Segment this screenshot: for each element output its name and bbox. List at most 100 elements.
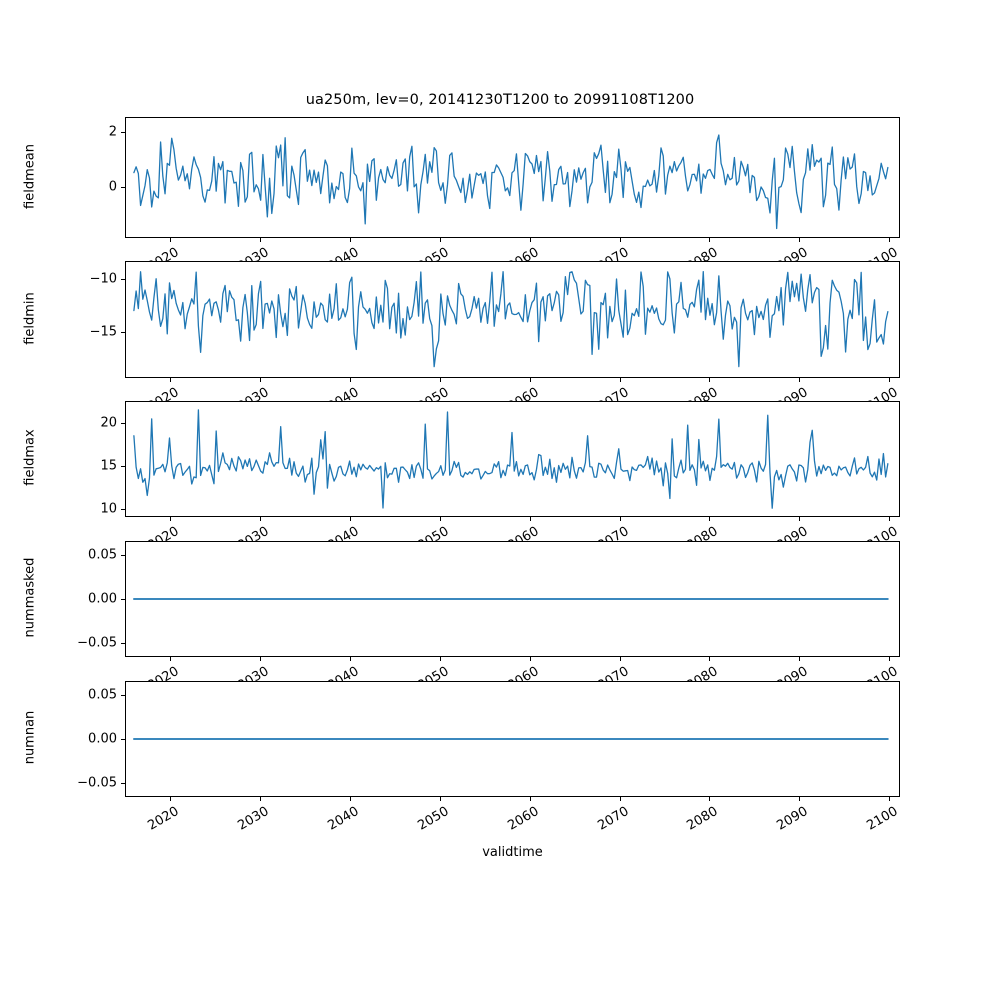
axes-frame — [125, 117, 900, 238]
x-tick-mark — [619, 238, 621, 242]
x-tick-mark — [259, 378, 261, 382]
x-tick-mark — [259, 657, 261, 661]
x-tick-mark — [889, 238, 891, 242]
y-tick-mark — [121, 739, 125, 740]
y-tick-label: 0 — [108, 179, 117, 195]
x-tick-mark — [170, 657, 171, 661]
x-tick-mark — [619, 797, 621, 801]
plot-panel-fieldmin: −10 −15 fieldmin 2020 2030 2040 2050 2060 2070 20… — [23, 261, 901, 415]
x-tick-label: 2040 — [325, 804, 362, 834]
x-tick-mark — [349, 657, 351, 661]
y-tick-mark — [121, 423, 125, 425]
data-line — [134, 272, 888, 367]
x-tick-mark — [709, 657, 711, 661]
x-tick-mark — [619, 378, 621, 382]
x-tick-mark — [349, 517, 351, 521]
x-tick-mark — [349, 378, 351, 382]
y-tick-mark — [121, 466, 125, 468]
x-tick-mark — [799, 238, 801, 242]
x-tick-label: 2070 — [594, 804, 631, 834]
x-tick-mark — [799, 517, 801, 521]
data-line — [134, 410, 888, 508]
x-tick-mark — [799, 657, 801, 661]
x-tick-mark — [529, 378, 531, 382]
y-tick-label: 0.05 — [88, 547, 117, 563]
x-tick-mark — [259, 797, 261, 801]
x-tick-label: 2080 — [684, 804, 721, 834]
x-axis-label: validtime — [482, 845, 543, 860]
y-tick-mark — [121, 599, 125, 600]
y-tick-mark — [121, 695, 125, 697]
x-tick-mark — [439, 657, 441, 661]
y-tick-mark — [121, 132, 125, 134]
x-tick-mark — [170, 797, 171, 801]
x-tick-mark — [529, 657, 531, 661]
y-tick-mark — [121, 187, 125, 189]
y-tick-label: 10 — [100, 501, 117, 517]
y-tick-mark — [121, 642, 125, 644]
plot-panel-numnan: 0.05 0.00 −0.05 numnan 2020 2030 2040 2050 2060 2… — [23, 681, 901, 834]
series-nummasked — [125, 541, 900, 657]
y-axis-label-fieldmin: fieldmin — [22, 291, 38, 345]
x-tick-label: 2030 — [235, 804, 272, 834]
y-tick-label: −0.05 — [77, 775, 117, 791]
x-tick-mark — [170, 378, 171, 382]
y-axis-label-nummasked: nummasked — [22, 557, 38, 638]
x-tick-mark — [709, 797, 711, 801]
x-tick-mark — [349, 238, 351, 242]
x-tick-mark — [889, 797, 891, 801]
x-tick-mark — [889, 517, 891, 521]
x-tick-mark — [709, 517, 711, 521]
y-tick-mark — [121, 331, 125, 333]
x-tick-mark — [529, 517, 531, 521]
y-tick-label: 0.05 — [88, 687, 117, 703]
y-tick-label: 2 — [108, 124, 117, 140]
series-fieldmean — [125, 117, 900, 238]
y-axis-label-fieldmean: fieldmean — [22, 143, 38, 209]
x-tick-label: 2020 — [145, 804, 182, 834]
y-tick-mark — [121, 782, 125, 784]
x-tick-mark — [349, 797, 351, 801]
x-tick-mark — [709, 238, 711, 242]
x-tick-mark — [889, 657, 891, 661]
series-fieldmin — [125, 261, 900, 378]
y-tick-label: 15 — [100, 458, 117, 474]
x-tick-mark — [259, 238, 261, 242]
plot-panel-nummasked: 0.05 0.00 −0.05 nummasked 2020 2030 2040 2050 20… — [23, 541, 901, 694]
plot-panel-fieldmax: 20 15 10 fieldmax 2020 2030 2040 2050 2060 2070 20… — [23, 401, 901, 554]
x-tick-mark — [799, 797, 801, 801]
plot-panel-fieldmean: 2 0 fieldmean 2020 2030 2040 2050 2060 2070 2080 2… — [23, 117, 901, 275]
x-tick-mark — [619, 517, 621, 521]
x-tick-mark — [529, 797, 531, 801]
x-tick-mark — [439, 378, 441, 382]
x-tick-mark — [889, 378, 891, 382]
x-tick-mark — [170, 517, 171, 521]
x-tick-mark — [799, 378, 801, 382]
series-numnan — [125, 681, 900, 797]
y-tick-label: −10 — [89, 271, 117, 287]
x-tick-mark — [709, 378, 711, 382]
y-tick-label: 0.00 — [88, 591, 117, 607]
data-line — [134, 135, 888, 228]
y-tick-label: −15 — [89, 324, 117, 340]
axes-frame — [125, 261, 900, 378]
x-tick-mark — [439, 797, 441, 801]
x-tick-mark — [529, 238, 531, 242]
x-tick-mark — [170, 238, 171, 242]
x-tick-mark — [619, 657, 621, 661]
y-axis-label-fieldmax: fieldmax — [22, 429, 38, 486]
x-tick-mark — [439, 238, 441, 242]
x-tick-label: 2060 — [504, 804, 542, 834]
y-tick-mark — [121, 555, 125, 557]
x-tick-label: 2050 — [415, 804, 452, 834]
y-tick-mark — [121, 509, 125, 511]
y-tick-label: 0.00 — [88, 731, 117, 747]
figure-title: ua250m, lev=0, 20141230T1200 to 20991108… — [305, 92, 695, 108]
y-axis-label-numnan: numnan — [22, 710, 38, 765]
x-tick-label: 2090 — [774, 804, 811, 834]
x-tick-mark — [259, 517, 261, 521]
y-tick-mark — [121, 278, 125, 280]
y-tick-label: 20 — [100, 415, 117, 431]
x-tick-mark — [439, 517, 441, 521]
